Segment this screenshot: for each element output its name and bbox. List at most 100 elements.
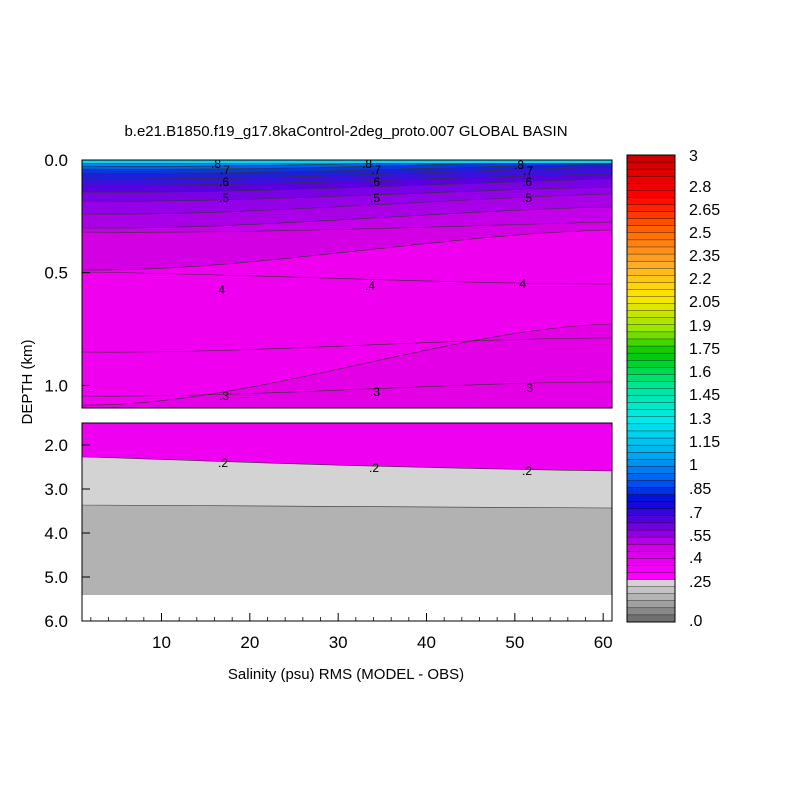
y-tick-label: 3.0 [44, 480, 68, 499]
colorbar-label: .4 [689, 550, 702, 567]
colorbar-box [626, 579, 676, 588]
colorbar-box [626, 395, 676, 404]
colorbar-box [626, 246, 676, 255]
colorbar-label: 1 [689, 457, 698, 474]
contour-label: .3 [523, 381, 533, 395]
upper-panel-field [82, 160, 612, 408]
colorbar-box [626, 183, 676, 191]
colorbar-box [626, 522, 676, 531]
colorbar-box [626, 487, 676, 496]
y-tick-label: 4.0 [44, 524, 68, 543]
contour-label: .4 [365, 279, 375, 293]
chart-title: b.e21.B1850.f19_g17.8kaControl-2deg_prot… [124, 123, 567, 140]
colorbar-box [626, 204, 676, 213]
contour-label: .2 [522, 464, 532, 478]
colorbar-box [626, 310, 676, 319]
y-tick-label: 6.0 [44, 612, 68, 631]
x-tick-label: 40 [417, 633, 436, 652]
x-axis-label: Salinity (psu) RMS (MODEL - OBS) [228, 666, 464, 683]
colorbar-box [626, 565, 676, 573]
colorbar-label: 1.75 [689, 341, 720, 358]
colorbar-box [626, 508, 676, 517]
colorbar-box [626, 586, 676, 595]
colorbar-box [626, 239, 676, 248]
colorbar-label: .7 [689, 505, 702, 522]
contour-label: .2 [369, 461, 379, 475]
contour-labels: .8.8.8.7.7.7.6.6.6.5.5.5.4.4.4.3.3.3.2.2… [211, 157, 533, 478]
colorbar-box [626, 416, 676, 425]
colorbar-box [626, 161, 676, 170]
contour-label: .8 [514, 158, 524, 172]
colorbar-box [626, 480, 676, 489]
colorbar-label: 1.45 [689, 387, 720, 404]
contour-label: .7 [220, 163, 230, 177]
y-tick-label: 5.0 [44, 568, 68, 587]
x-tick-label: 30 [329, 633, 348, 652]
colorbar-box [626, 317, 676, 326]
colorbar-box [626, 600, 676, 609]
x-tick-label: 60 [594, 633, 613, 652]
colorbar-box [626, 466, 676, 474]
x-axis: 10 20 30 40 50 60 [90, 613, 613, 652]
colorbar-box [626, 409, 676, 418]
colorbar-box [626, 607, 676, 616]
colorbar-box [626, 501, 676, 510]
contour-label: .6 [219, 175, 229, 189]
colorbar-box [626, 253, 676, 262]
colorbar-box [626, 190, 676, 198]
colorbar-box [626, 225, 676, 234]
colorbar-label: .25 [689, 574, 711, 591]
colorbar-label: .55 [689, 528, 711, 545]
contour-label: .4 [215, 283, 225, 297]
colorbar-box [626, 331, 676, 340]
colorbar-box [626, 614, 676, 623]
colorbar-box [626, 289, 676, 297]
colorbar-label: 2.2 [689, 271, 711, 288]
colorbar-box [626, 529, 676, 538]
lower-panel-frame [81, 422, 613, 622]
colorbar-box [626, 360, 676, 368]
contour-label: .5 [219, 191, 229, 205]
colorbar-box [626, 536, 676, 545]
colorbar-box [626, 268, 676, 276]
x-tick-label: 10 [152, 633, 171, 652]
colorbar-label: 1.3 [689, 411, 711, 428]
colorbar-label: 2.35 [689, 248, 720, 265]
colorbar-label: 1.6 [689, 364, 711, 381]
colorbar-label: .0 [689, 613, 702, 630]
colorbar-box [626, 352, 676, 361]
colorbar-box [626, 388, 676, 397]
colorbar-box [626, 459, 676, 467]
colorbar-box [626, 572, 676, 581]
colorbar-box [626, 367, 676, 375]
colorbar-box [626, 452, 676, 460]
colorbar-label: 2.05 [689, 294, 720, 311]
colorbar-box [626, 593, 676, 602]
colorbar-box [626, 473, 676, 481]
colorbar-box [626, 275, 676, 283]
colorbar-label: .85 [689, 481, 711, 498]
contour-label: .3 [370, 385, 380, 399]
contour-label: .7 [371, 163, 381, 177]
y-tick-label: 0.0 [44, 151, 68, 170]
x-tick-label: 50 [505, 633, 524, 652]
colorbar-box [626, 282, 676, 290]
colorbar-box [626, 423, 676, 432]
colorbar-label: 2.5 [689, 225, 711, 242]
colorbar-frame [626, 154, 676, 623]
colorbar-label: 1.15 [689, 434, 720, 451]
colorbar-box [626, 218, 676, 227]
colorbar-box [626, 345, 676, 354]
colorbar: 3 2.8 2.65 2.5 2.35 2.2 2.05 1.9 1.75 1.6 1.45 1.3 1… [626, 148, 720, 630]
colorbar-box [626, 211, 676, 220]
colorbar-box [626, 381, 676, 389]
contour-label: .5 [522, 191, 532, 205]
colorbar-box [626, 551, 676, 559]
colorbar-box [626, 437, 676, 446]
colorbar-box [626, 260, 676, 269]
contour-label: .6 [370, 175, 380, 189]
colorbar-box [626, 402, 676, 411]
colorbar-box [626, 430, 676, 439]
contour-label: .8 [211, 157, 221, 171]
